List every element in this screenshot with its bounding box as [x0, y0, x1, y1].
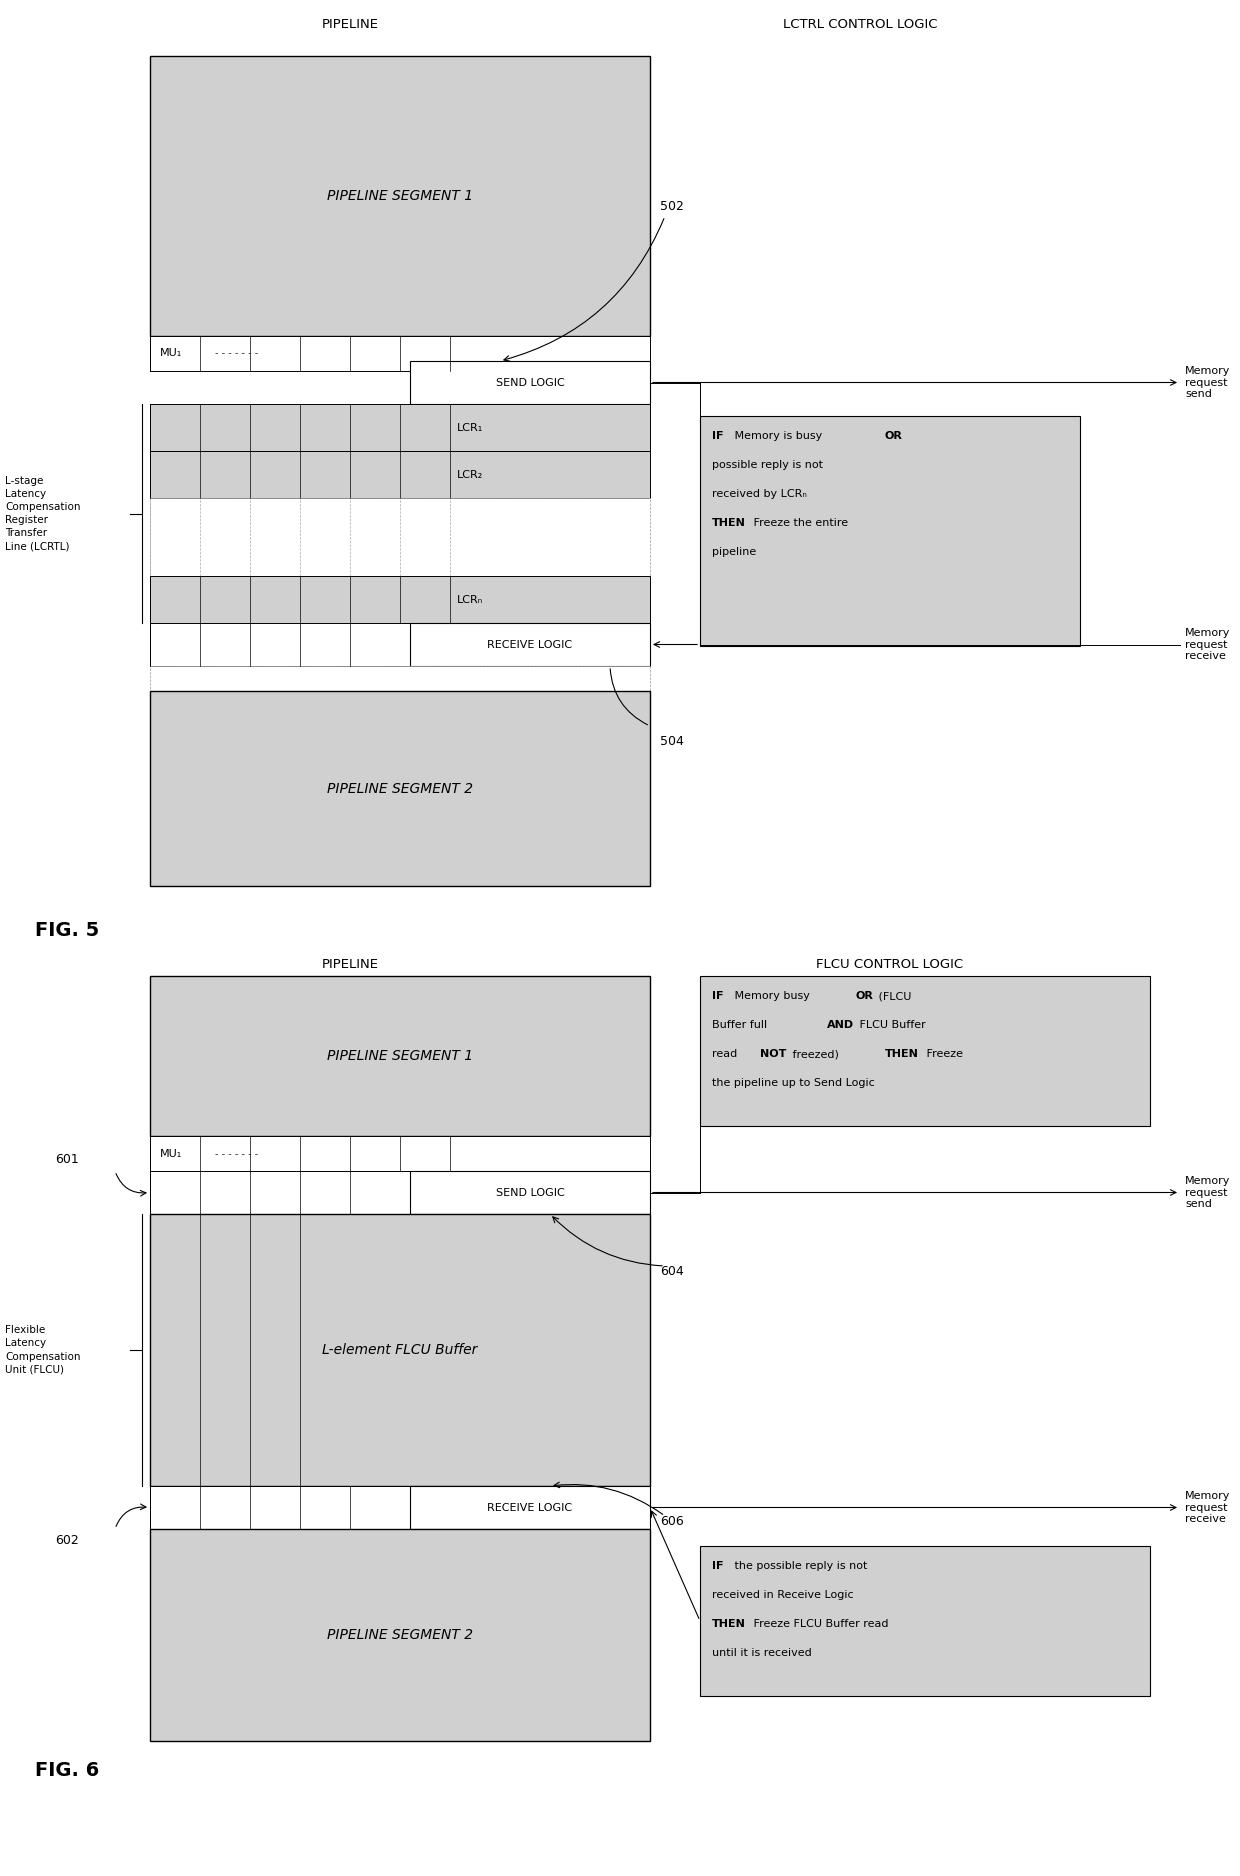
- Bar: [410, 1486, 650, 1529]
- Bar: [150, 976, 650, 1137]
- Text: NOT: NOT: [760, 1049, 786, 1058]
- Text: the possible reply is not: the possible reply is not: [732, 1561, 868, 1570]
- Text: Memory
request
send: Memory request send: [1185, 1176, 1230, 1210]
- Text: freezed): freezed): [789, 1049, 842, 1058]
- Text: Freeze FLCU Buffer read: Freeze FLCU Buffer read: [750, 1619, 889, 1628]
- Text: THEN: THEN: [712, 518, 746, 527]
- Bar: [150, 1529, 650, 1741]
- Bar: [701, 1546, 1149, 1696]
- Text: Freeze: Freeze: [924, 1049, 963, 1058]
- Text: received in Receive Logic: received in Receive Logic: [712, 1591, 853, 1600]
- Text: MU₁: MU₁: [160, 349, 182, 358]
- Text: 502: 502: [660, 199, 684, 212]
- Bar: [701, 416, 1080, 645]
- Bar: [150, 450, 650, 497]
- Text: PIPELINE SEGMENT 1: PIPELINE SEGMENT 1: [327, 189, 474, 203]
- Text: IF: IF: [712, 431, 723, 441]
- Text: 602: 602: [55, 1535, 79, 1548]
- Text: PIPELINE SEGMENT 2: PIPELINE SEGMENT 2: [327, 1628, 474, 1642]
- Text: pipeline: pipeline: [712, 548, 756, 557]
- Bar: [150, 1486, 650, 1529]
- Text: LCRₙ: LCRₙ: [456, 595, 484, 604]
- Text: (FLCU: (FLCU: [875, 991, 911, 1002]
- Bar: [410, 623, 650, 666]
- Text: Memory is busy: Memory is busy: [732, 431, 826, 441]
- Bar: [150, 623, 650, 666]
- Text: FLCU Buffer: FLCU Buffer: [856, 1021, 926, 1030]
- Text: FIG. 5: FIG. 5: [35, 921, 99, 940]
- Text: AND: AND: [827, 1021, 854, 1030]
- Text: the pipeline up to Send Logic: the pipeline up to Send Logic: [712, 1079, 874, 1088]
- Text: LCTRL CONTROL LOGIC: LCTRL CONTROL LOGIC: [782, 19, 937, 32]
- Text: THEN: THEN: [885, 1049, 919, 1058]
- Bar: [701, 976, 1149, 1126]
- Bar: [150, 1214, 650, 1486]
- Text: - - - - - - -: - - - - - - -: [215, 1148, 258, 1159]
- Text: 604: 604: [660, 1264, 683, 1278]
- Text: OR: OR: [885, 431, 903, 441]
- Text: PIPELINE SEGMENT 1: PIPELINE SEGMENT 1: [327, 1049, 474, 1064]
- Text: Buffer full: Buffer full: [712, 1021, 770, 1030]
- Text: LCR₁: LCR₁: [456, 422, 484, 433]
- Bar: [150, 336, 650, 371]
- Bar: [150, 497, 650, 576]
- Text: PIPELINE: PIPELINE: [321, 959, 378, 972]
- Text: L-stage
Latency
Compensation
Register
Transfer
Line (LCRTL): L-stage Latency Compensation Register Tr…: [5, 475, 81, 552]
- Text: L-element FLCU Buffer: L-element FLCU Buffer: [322, 1343, 477, 1356]
- Bar: [410, 1171, 650, 1214]
- Text: until it is received: until it is received: [712, 1647, 812, 1658]
- Text: SEND LOGIC: SEND LOGIC: [496, 1188, 564, 1197]
- Text: read: read: [712, 1049, 740, 1058]
- Text: - - - - - - -: - - - - - - -: [215, 349, 258, 358]
- Bar: [150, 576, 650, 623]
- Text: RECEIVE LOGIC: RECEIVE LOGIC: [487, 640, 573, 649]
- Text: FLCU CONTROL LOGIC: FLCU CONTROL LOGIC: [816, 959, 963, 972]
- Text: RECEIVE LOGIC: RECEIVE LOGIC: [487, 1503, 573, 1512]
- Text: Memory
request
receive: Memory request receive: [1185, 628, 1230, 660]
- Text: received by LCRₙ: received by LCRₙ: [712, 490, 807, 499]
- Bar: [150, 1137, 650, 1171]
- Text: LCR₂: LCR₂: [456, 469, 484, 480]
- Text: SEND LOGIC: SEND LOGIC: [496, 377, 564, 388]
- Text: Memory busy: Memory busy: [732, 991, 813, 1002]
- Text: Freeze the entire: Freeze the entire: [750, 518, 848, 527]
- Text: PIPELINE: PIPELINE: [321, 19, 378, 32]
- Bar: [150, 56, 650, 336]
- Text: IF: IF: [712, 1561, 723, 1570]
- Text: 601: 601: [55, 1154, 79, 1167]
- Text: 606: 606: [660, 1514, 683, 1527]
- Bar: [150, 403, 650, 450]
- Text: MU₁: MU₁: [160, 1148, 182, 1159]
- Bar: [150, 666, 650, 690]
- Text: 504: 504: [660, 735, 684, 747]
- Text: OR: OR: [856, 991, 874, 1002]
- Bar: [150, 690, 650, 885]
- Text: Memory
request
send: Memory request send: [1185, 366, 1230, 400]
- Text: Memory
request
receive: Memory request receive: [1185, 1491, 1230, 1523]
- Text: THEN: THEN: [712, 1619, 746, 1628]
- Text: possible reply is not: possible reply is not: [712, 460, 823, 471]
- Bar: [150, 1171, 650, 1214]
- Text: PIPELINE SEGMENT 2: PIPELINE SEGMENT 2: [327, 782, 474, 795]
- Text: IF: IF: [712, 991, 723, 1002]
- Text: FIG. 6: FIG. 6: [35, 1762, 99, 1780]
- Bar: [410, 360, 650, 403]
- Text: Flexible
Latency
Compensation
Unit (FLCU): Flexible Latency Compensation Unit (FLCU…: [5, 1324, 81, 1375]
